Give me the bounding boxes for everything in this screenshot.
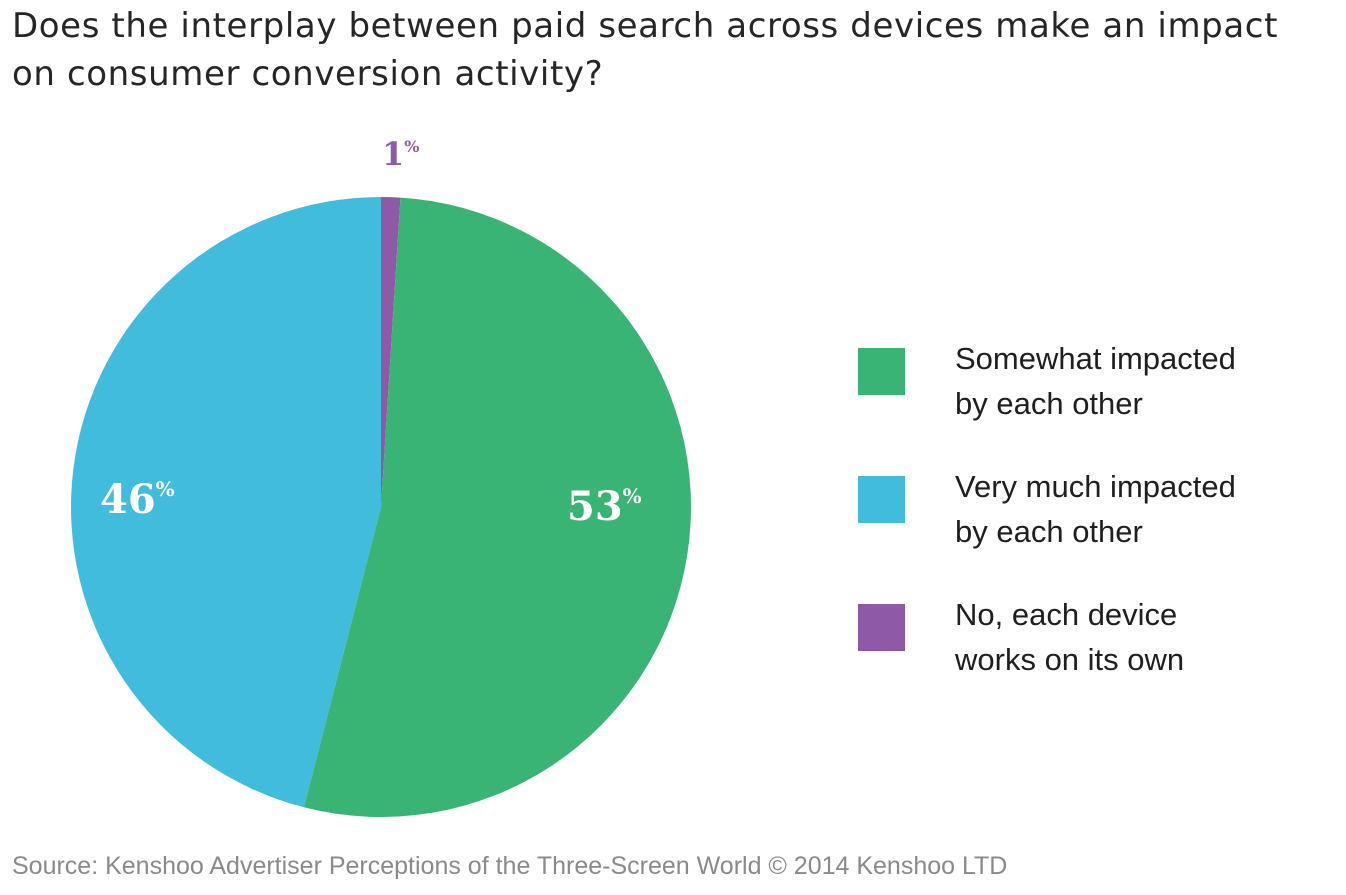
legend-label-line-2: works on its own: [955, 642, 1185, 677]
legend-item-no: No, each device works on its own: [858, 596, 1318, 724]
pie-value-label: 53%: [567, 483, 642, 530]
legend-item-very-much: Very much impacted by each other: [858, 468, 1318, 596]
legend-label-line-1: Very much impacted: [955, 469, 1236, 504]
legend: Somewhat impacted by each other Very muc…: [858, 340, 1318, 724]
legend-label-no: No, each device works on its own: [955, 592, 1295, 682]
legend-label-somewhat: Somewhat impacted by each other: [955, 336, 1295, 426]
legend-item-somewhat: Somewhat impacted by each other: [858, 340, 1318, 468]
source-note: Source: Kenshoo Advertiser Perceptions o…: [12, 852, 1008, 880]
legend-swatch-somewhat: [858, 348, 905, 395]
legend-label-line-2: by each other: [955, 386, 1143, 421]
legend-label-line-2: by each other: [955, 514, 1143, 549]
legend-label-line-1: Somewhat impacted: [955, 341, 1236, 376]
pie-slice-no-each-device-works-on-its-own: [381, 197, 401, 507]
legend-swatch-very-much: [858, 476, 905, 523]
legend-label-line-1: No, each device: [955, 597, 1178, 632]
chart-title: Does the interplay between paid search a…: [12, 6, 1279, 94]
legend-label-very-much: Very much impacted by each other: [955, 464, 1295, 554]
pie-value-label: 1%: [382, 135, 419, 173]
legend-swatch-no: [858, 604, 905, 651]
pie-slice-very-much-impacted-by-each-other: [70, 197, 381, 808]
pie-slice-somewhat-impacted-by-each-other: [303, 197, 691, 818]
pie-value-label: 46%: [100, 476, 175, 523]
